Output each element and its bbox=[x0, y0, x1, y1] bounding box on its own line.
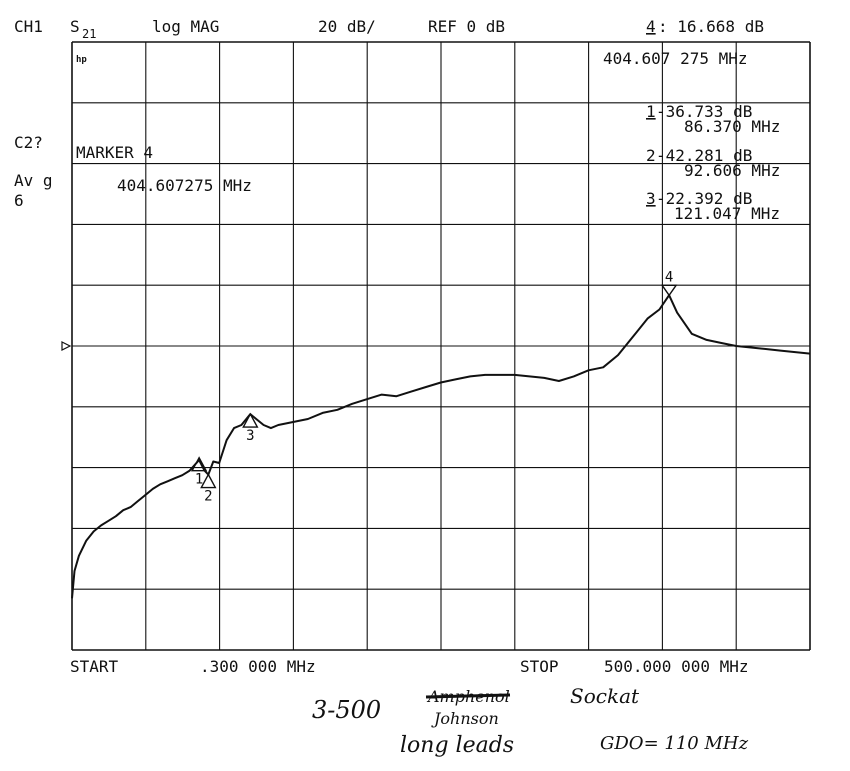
handwritten-strikethrough bbox=[425, 693, 511, 699]
handwritten-long-leads: long leads bbox=[400, 733, 514, 758]
avg-count: 6 bbox=[14, 191, 24, 210]
marker-2-value: -42.281 dB bbox=[656, 146, 752, 165]
trace-s21 bbox=[71, 294, 811, 599]
reference-label: REF 0 dB bbox=[428, 17, 505, 36]
trace-layer bbox=[71, 294, 811, 599]
param-label: S bbox=[70, 17, 80, 36]
active-marker-frequency: 404.607 275 MHz bbox=[603, 49, 748, 68]
marker-2-id: 2 bbox=[646, 146, 656, 165]
handwritten-johnson: Johnson bbox=[431, 709, 499, 728]
stop-value: 500.000 000 MHz bbox=[604, 657, 749, 676]
start-value: .300 000 MHz bbox=[200, 657, 316, 676]
format-label: log MAG bbox=[152, 17, 219, 36]
stop-label: STOP bbox=[520, 657, 559, 676]
marker-1-frequency: 86.370 MHz bbox=[684, 117, 780, 136]
marker-2-trace-label: 2 bbox=[204, 489, 212, 505]
marker-2-symbol bbox=[200, 473, 217, 489]
param-subscript: 21 bbox=[82, 27, 96, 41]
c2-label: C2? bbox=[14, 133, 43, 152]
marker-4-trace-label: 4 bbox=[665, 269, 673, 285]
marker-1-symbol bbox=[190, 456, 208, 472]
reference-position-arrow bbox=[61, 341, 72, 351]
graticule bbox=[71, 41, 811, 651]
scale-label: 20 dB/ bbox=[318, 17, 376, 36]
marker-3-value: -22.392 dB bbox=[656, 189, 752, 208]
marker-2-frequency: 92.606 MHz bbox=[684, 161, 780, 180]
channel-label: CH1 bbox=[14, 17, 43, 36]
marker-3-frequency: 121.047 MHz bbox=[674, 204, 780, 223]
handwritten-socket-word: Sockat bbox=[570, 684, 640, 708]
marker-layer: 12 3 4 bbox=[190, 269, 678, 505]
hp-logo: hp bbox=[76, 55, 87, 65]
start-label: START bbox=[70, 657, 119, 676]
marker-readout-title: MARKER 4 bbox=[76, 143, 153, 162]
marker-1-value: -36.733 dB bbox=[656, 102, 752, 121]
active-marker-id: 4 bbox=[646, 17, 656, 36]
marker-4-symbol bbox=[660, 284, 678, 297]
marker-3-trace-label: 3 bbox=[246, 428, 254, 444]
active-marker-value: : 16.668 dB bbox=[658, 17, 764, 36]
marker-1-trace-label: 1 bbox=[195, 472, 203, 488]
marker-3-symbol bbox=[242, 412, 259, 428]
marker-readout-frequency: 404.607275 MHz bbox=[117, 176, 252, 195]
marker-3-id: 3 bbox=[646, 189, 656, 208]
avg-label: Av g bbox=[14, 171, 53, 190]
marker-1-id: 1 bbox=[646, 102, 656, 121]
handwritten-gdo-frequency: GDO= 110 MHz bbox=[600, 733, 749, 754]
handwritten-part-number: 3-500 bbox=[312, 696, 381, 724]
